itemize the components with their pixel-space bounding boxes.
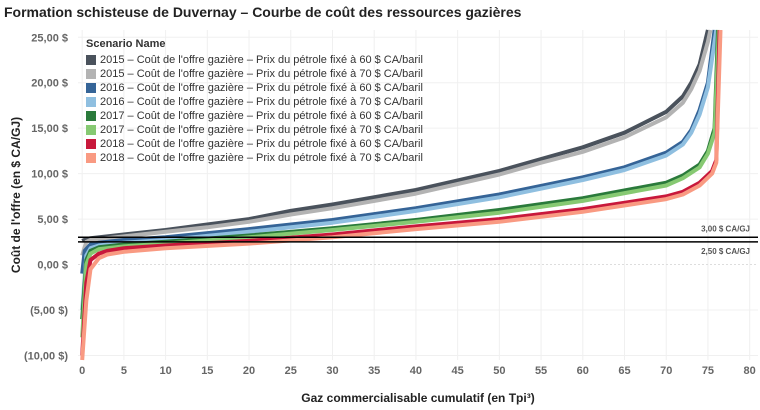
x-tick-label: 35: [368, 365, 380, 377]
legend-item[interactable]: 2017 – Coût de l'offre gazière – Prix du…: [86, 109, 423, 123]
legend-swatch: [86, 83, 96, 93]
y-axis-label: Coût de l'offre (en $ CA/GJ): [9, 117, 23, 273]
x-tick-label: 20: [243, 365, 255, 377]
legend-swatch: [86, 55, 96, 65]
legend-swatch: [86, 97, 96, 107]
x-axis-label: Gaz commercialisable cumulatif (en Tpi³): [301, 391, 534, 405]
legend-label: 2015 – Coût de l'offre gazière – Prix du…: [100, 68, 423, 80]
y-tick-label: (5,00 $): [30, 305, 68, 317]
series-lines: [80, 29, 723, 361]
x-tick-label: 25: [285, 365, 297, 377]
x-tick-label: 10: [159, 365, 171, 377]
series-line-7: [80, 29, 723, 361]
legend-swatch: [86, 111, 96, 121]
y-tick-label: 10,00 $: [31, 169, 68, 181]
x-tick-label: 65: [618, 365, 630, 377]
x-tick-label: 75: [702, 365, 714, 377]
legend-item[interactable]: 2018 – Coût de l'offre gazière – Prix du…: [86, 151, 423, 165]
legend-title: Scenario Name: [86, 38, 166, 50]
legend-item[interactable]: 2017 – Coût de l'offre gazière – Prix du…: [86, 123, 423, 137]
legend-swatch: [86, 153, 96, 163]
x-tick-label: 0: [79, 365, 85, 377]
x-tick-label: 30: [326, 365, 338, 377]
x-tick-label: 5: [121, 365, 127, 377]
y-tick-label: 15,00 $: [31, 123, 68, 135]
x-tick-label: 80: [744, 365, 756, 377]
legend: Scenario Name 2015 – Coût de l'offre gaz…: [86, 38, 423, 165]
legend-item[interactable]: 2015 – Coût de l'offre gazière – Prix du…: [86, 53, 423, 67]
x-tick-label: 15: [201, 365, 213, 377]
x-axis-ticks: 0 5 10 15 20 25 30 35 40 45 50 55 60 65 70 75 80: [79, 365, 756, 377]
reference-line-label: 3,00 $ CA/GJ: [701, 224, 750, 233]
legend-label: 2018 – Coût de l'offre gazière – Prix du…: [100, 138, 423, 150]
x-tick-label: 60: [577, 365, 589, 377]
legend-item[interactable]: 2016 – Coût de l'offre gazière – Prix du…: [86, 95, 423, 109]
legend-item[interactable]: 2018 – Coût de l'offre gazière – Prix du…: [86, 137, 423, 151]
legend-label: 2017 – Coût de l'offre gazière – Prix du…: [100, 110, 423, 122]
legend-label: 2015 – Coût de l'offre gazière – Prix du…: [100, 54, 423, 66]
y-tick-label: 20,00 $: [31, 78, 68, 90]
chart-title: Formation schisteuse de Duvernay – Courb…: [4, 4, 522, 20]
y-tick-label: (10,00 $): [24, 350, 68, 362]
x-tick-label: 55: [535, 365, 547, 377]
legend-swatch: [86, 125, 96, 135]
series-line-5: [80, 29, 721, 338]
y-tick-label: 5,00 $: [37, 214, 68, 226]
x-tick-label: 50: [493, 365, 505, 377]
x-tick-label: 70: [660, 365, 672, 377]
legend-item[interactable]: 2015 – Coût de l'offre gazière – Prix du…: [86, 67, 423, 81]
legend-label: 2017 – Coût de l'offre gazière – Prix du…: [100, 124, 423, 136]
legend-swatch: [86, 69, 96, 79]
legend-swatch: [86, 139, 96, 149]
reference-lines: 3,00 $ CA/GJ 2,50 $ CA/GJ: [78, 224, 758, 256]
reference-line-label: 2,50 $ CA/GJ: [701, 247, 750, 256]
y-axis-ticks: 25,00 $ 20,00 $ 15,00 $ 10,00 $ 5,00 $ 0,00 $…: [24, 32, 68, 362]
y-tick-label: 25,00 $: [31, 32, 68, 44]
x-tick-label: 45: [452, 365, 464, 377]
series-line-1: [80, 29, 713, 257]
legend-label: 2016 – Coût de l'offre gazière – Prix du…: [100, 96, 423, 108]
legend-item[interactable]: 2016 – Coût de l'offre gazière – Prix du…: [86, 81, 423, 95]
x-tick-label: 40: [410, 365, 422, 377]
series-line-6: [80, 29, 722, 356]
legend-label: 2018 – Coût de l'offre gazière – Prix du…: [100, 152, 423, 164]
y-tick-label: 0,00 $: [37, 260, 68, 272]
legend-label: 2016 – Coût de l'offre gazière – Prix du…: [100, 82, 423, 94]
